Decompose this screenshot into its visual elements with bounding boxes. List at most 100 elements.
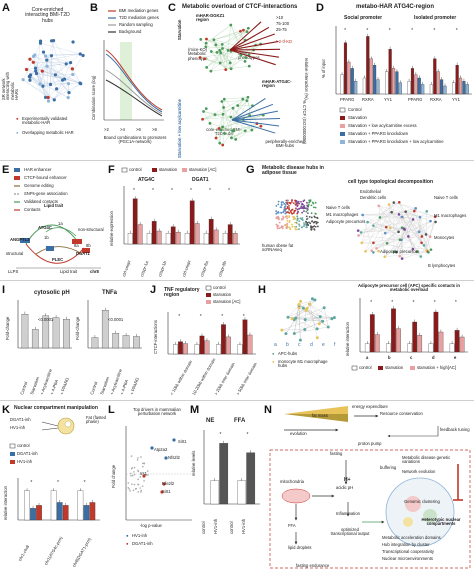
network-edge [361,208,416,243]
gene-label: Sirt1 [178,439,187,444]
network-node [33,66,38,70]
bar-chart: * * * * [167,312,256,355]
cell-point [283,207,286,209]
legend-marker: ● [126,541,129,546]
cell-point [310,204,313,207]
bar [24,490,30,521]
network-node [395,250,398,254]
network-node [45,58,49,62]
network-node [370,249,374,253]
network-node [208,121,212,125]
x-tick: crispr-1a [139,260,150,278]
network-edge [206,38,223,45]
network-node [303,327,307,331]
network-edge [23,79,49,98]
network-node [43,95,48,99]
cell-point [301,207,303,209]
cell-point [290,199,293,202]
bar [428,343,434,353]
cell-point [281,227,284,230]
inhibitor-label: DGAT1-inh [10,417,31,422]
cell-label: Monocytes [434,235,455,240]
network-node [204,41,208,45]
cell-point [316,225,319,228]
cell-point [309,222,312,225]
cell-point [295,207,297,210]
scatter-point [141,485,144,488]
network-node [297,306,301,310]
network-edge [48,88,57,98]
significance-star: * [434,300,436,306]
bar [156,230,162,245]
cell-point [287,199,289,202]
line-chart [103,40,164,121]
x-tick: RXRA [430,97,442,102]
network-edge [42,79,63,87]
network-edge [36,41,41,74]
network-edge [378,205,431,237]
cell-point [280,201,283,204]
list-item: Transcriptional cooperativity [382,549,434,554]
panel-l-title: Top drivers in mammalian perturbation ne… [133,407,181,417]
cell-point [314,206,317,209]
network-node [212,38,216,42]
network-node [218,49,222,52]
bar [194,344,200,355]
bar-chart: * * * * * * [123,186,240,245]
bar [407,81,411,95]
bar [165,233,171,245]
bar [438,331,444,353]
legend-item: APC-hubs [278,351,298,356]
network-edge [222,31,248,45]
cell-point [305,215,308,218]
bar [137,224,143,245]
network-node [245,30,249,34]
scatter-point [131,474,134,477]
network-edge [72,74,81,84]
network-node [31,60,35,64]
legend-item: starvation [AC] [213,299,241,304]
legend-marker: ● [272,359,275,364]
network-node [245,99,249,103]
row-divider [0,280,474,281]
network-node [81,53,85,58]
network-node [332,316,336,320]
network-node [402,227,406,230]
network-node [407,235,410,238]
network-edge [294,328,318,334]
legend-swatches [205,285,212,304]
scatter-point [133,466,136,469]
inhibitor-label: HV1-inh [10,425,26,430]
network-node [45,64,49,68]
buffering-label: buffering [380,465,397,470]
cell-point [296,205,299,208]
legend-item: BMI mediation genes [119,8,159,13]
series-bmi [105,49,163,111]
network-edge [305,310,323,322]
legend-swatches [14,168,20,211]
bar [170,226,176,245]
knockdown-marker: * 2-tf-KD [276,39,293,44]
network-edge [42,83,69,87]
ctcf-interaction [229,48,280,51]
bar-chart [87,300,142,349]
network-node [217,126,221,130]
network-node [44,54,48,58]
cell-point [284,209,287,212]
network-node [397,213,401,216]
legend-item: DGAT1-inh [132,541,153,546]
network-node [398,238,402,242]
cell-point [306,201,308,204]
bar [412,321,418,353]
scatter-point [127,482,130,484]
network-edge [362,214,429,253]
cell-point [294,203,297,206]
network-node [372,251,375,254]
network-edge [358,211,406,236]
panel-letter: D [316,2,324,14]
cell-point [286,225,289,228]
network-edge [405,211,432,250]
bar [219,443,229,505]
scatter-point [139,476,142,478]
network-edge [396,239,402,253]
